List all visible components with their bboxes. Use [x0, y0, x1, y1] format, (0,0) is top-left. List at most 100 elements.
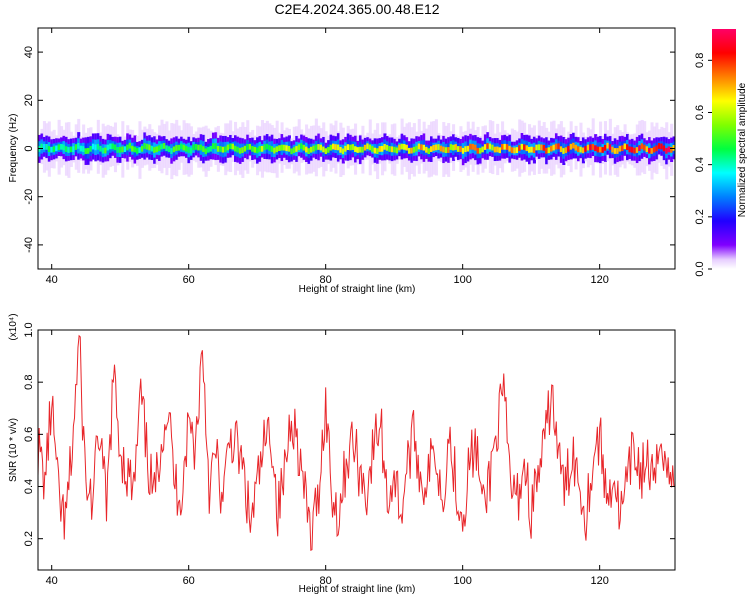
spectrogram-cell — [209, 145, 213, 152]
spectrogram-cell — [258, 146, 262, 152]
spectrogram-cell — [241, 147, 245, 153]
spectrogram-cell — [444, 147, 448, 154]
spectrogram-cell — [510, 147, 514, 154]
spectrogram-cell — [430, 146, 434, 153]
spectrogram-cell — [584, 146, 588, 152]
spectrogram-cell — [552, 144, 556, 151]
spectrogram-cell — [643, 144, 647, 151]
spectrogram-x-ticks: 40 60 80 100 120 — [46, 28, 609, 286]
spectrogram-cell — [621, 145, 625, 152]
spectrogram-cell — [523, 144, 527, 151]
spectrogram-cell — [172, 146, 176, 153]
spectrogram-cell — [466, 145, 470, 152]
spectrogram-cell — [611, 146, 615, 153]
spectrogram-cell — [640, 143, 644, 150]
spectrogram-cell — [131, 145, 135, 152]
spectrogram-cell — [354, 146, 358, 152]
spectrogram-cell — [72, 146, 76, 152]
spectrogram-cell — [111, 143, 115, 150]
spectrogram-cell — [579, 146, 583, 153]
spectrogram-cell — [554, 143, 558, 150]
spectrogram-cell — [405, 144, 409, 151]
spectrogram-cell — [344, 145, 348, 152]
spectrogram-cell — [425, 146, 429, 153]
spectrogram-cell — [221, 146, 225, 153]
spectrogram-cell — [42, 143, 46, 150]
spectrogram-cell — [238, 147, 242, 154]
spectrogram-cell — [295, 146, 299, 152]
spectrogram-cell — [47, 146, 51, 152]
spectrogram-cell — [285, 145, 289, 152]
spectrogram-cell — [628, 146, 632, 153]
snr-frame — [37, 329, 676, 571]
spectrogram-cell — [278, 145, 282, 152]
spectrogram-cell — [474, 144, 478, 151]
spectrogram-cell — [515, 147, 519, 153]
snr-series-line — [38, 334, 675, 551]
colorbar-gradient — [712, 29, 736, 269]
spectrogram-cell — [214, 143, 218, 150]
spectrogram-cell — [550, 145, 554, 152]
snr-y-tick-label: 0.8 — [23, 375, 35, 390]
spectrogram-cell — [483, 144, 487, 150]
spectrogram-cell — [655, 145, 659, 152]
spectrogram-cell — [79, 145, 83, 152]
spectrogram-cell — [618, 145, 622, 152]
spectrogram-cell — [67, 147, 71, 153]
spectrogram-cell — [363, 144, 367, 151]
spectrogram-cell — [589, 144, 593, 151]
spectrogram-cell — [270, 146, 274, 152]
spectrogram-cell — [332, 143, 336, 150]
spectrogram-cell — [358, 146, 362, 153]
snr-y-tick-label: 0.6 — [23, 427, 35, 442]
spectrogram-cell — [224, 146, 228, 153]
spectrogram-cell — [290, 148, 294, 155]
spectrogram-cell — [145, 143, 149, 150]
spectrogram-cell — [648, 147, 652, 154]
spectrogram-cell — [180, 143, 184, 150]
snr-plot-area — [38, 330, 675, 570]
spectrogram-cell — [537, 144, 541, 151]
spectrogram-cell — [273, 147, 277, 154]
snr-multiplier-label: (x10⁴) — [8, 313, 19, 340]
spectrogram-cell — [57, 144, 61, 151]
spectrogram-cell — [638, 145, 642, 152]
spectrogram-cell — [346, 144, 350, 151]
colorbar: 0.8 0.6 0.4 0.2 0.0 Normalized spectral ampl… — [694, 29, 748, 277]
spectrogram-cell — [508, 145, 512, 152]
spectrogram-cell — [60, 143, 64, 150]
spectrogram-x-axis-label: Height of straight line (km) — [299, 284, 416, 295]
spectrogram-cell — [471, 143, 475, 150]
spectrogram-band — [38, 118, 675, 180]
spectrogram-cell — [260, 145, 264, 152]
spectrogram-cell — [158, 145, 162, 152]
spectrogram-cell — [329, 144, 333, 151]
spectrogram-cell — [452, 144, 456, 151]
spectrogram-cell — [420, 144, 424, 151]
spectrogram-cell — [505, 144, 509, 150]
spectrogram-cell — [520, 143, 524, 150]
spectrogram-cell — [312, 145, 316, 152]
spectrogram-cell — [459, 146, 463, 152]
spectrogram-cell — [314, 144, 318, 151]
spectrogram-cell — [606, 142, 610, 149]
spectrogram-cell — [194, 143, 198, 150]
spectrogram-cell — [434, 144, 438, 151]
spectrogram-cell — [216, 145, 220, 152]
spectrogram-cell — [670, 146, 674, 153]
spectrogram-cell — [128, 142, 132, 149]
spectrogram-cell — [226, 144, 230, 151]
snr-x-tick-label: 60 — [183, 575, 195, 587]
spectrogram-cell — [116, 146, 120, 153]
spectrogram-cell — [412, 146, 416, 153]
spectrogram-cell — [334, 144, 338, 150]
spectrogram-cell — [87, 147, 91, 154]
spectrogram-cell — [530, 146, 534, 153]
spectrogram-cell — [113, 144, 117, 151]
spectrogram-cell — [400, 143, 404, 150]
spectrogram-cell — [185, 145, 189, 152]
spectrogram-cell — [133, 146, 137, 153]
spectrogram-cell — [513, 147, 517, 154]
spectrogram-x-tick-label: 120 — [590, 274, 608, 286]
spectrogram-cell — [464, 146, 468, 153]
